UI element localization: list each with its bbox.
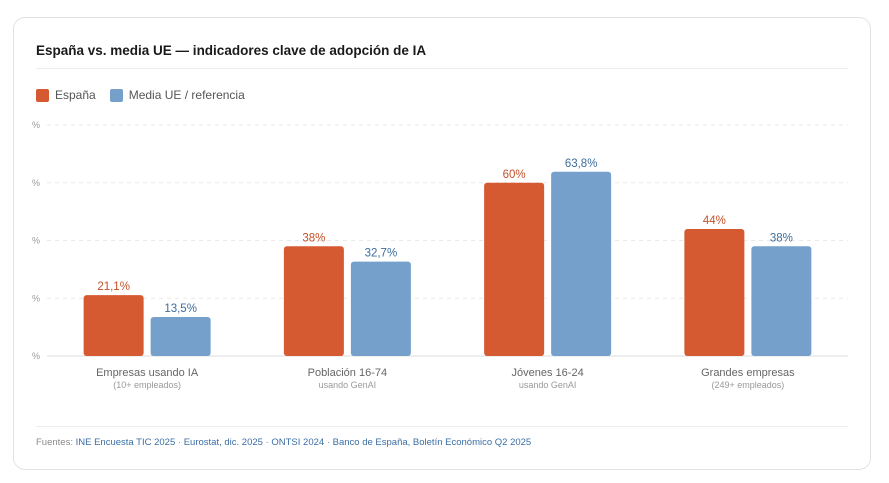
bar-spain: [484, 182, 545, 356]
x-category-sublabel: (10+ empleados): [113, 380, 181, 390]
y-tick-label: %: [32, 120, 40, 130]
data-label-spain: 38%: [302, 232, 325, 244]
bar-eu: [551, 171, 612, 356]
x-category-label: Población 16-74: [308, 367, 388, 379]
data-label-eu: 63,8%: [565, 158, 598, 170]
y-tick-label: %: [32, 293, 40, 303]
legend-item-eu: Media UE / referencia: [109, 88, 245, 102]
legend-swatch-spain: [36, 88, 49, 102]
legend: España Media UE / referencia: [36, 88, 259, 102]
title-divider: [36, 68, 848, 69]
x-category-label: Jóvenes 16-24: [512, 367, 584, 379]
x-category-label: Empresas usando IA: [96, 367, 199, 379]
data-label-spain: 21,1%: [97, 281, 130, 293]
data-label-eu: 32,7%: [365, 248, 398, 260]
source-link[interactable]: INE Encuesta TIC 2025: [75, 437, 176, 448]
data-label-spain: 60%: [503, 169, 526, 181]
source-link[interactable]: Eurostat, dic. 2025: [183, 437, 263, 448]
sources-label: Fuentes:: [36, 437, 73, 448]
chart-title: España vs. media UE — indicadores clave …: [36, 43, 427, 58]
bar-spain: [83, 295, 144, 356]
legend-label-spain: España: [55, 88, 96, 102]
sources-line: Fuentes: INE Encuesta TIC 2025 · Eurosta…: [36, 437, 532, 448]
data-label-eu: 13,5%: [164, 303, 197, 315]
bar-eu: [150, 317, 211, 356]
bar-spain: [684, 228, 745, 356]
y-tick-label: %: [32, 178, 40, 188]
legend-swatch-eu: [109, 88, 123, 102]
y-tick-label: %: [32, 351, 40, 361]
legend-label-eu: Media UE / referencia: [128, 88, 245, 102]
bar-eu: [350, 261, 411, 356]
x-category-sublabel: (249+ empleados): [711, 380, 784, 390]
x-category-sublabel: usando GenAI: [519, 380, 577, 390]
data-label-eu: 38%: [770, 232, 793, 244]
footer-divider: [36, 426, 848, 427]
bar-eu: [751, 246, 812, 356]
source-link[interactable]: ONTSI 2024: [271, 437, 325, 448]
data-label-spain: 44%: [703, 215, 726, 227]
bar-spain: [283, 246, 344, 356]
legend-item-spain: España: [36, 88, 96, 102]
x-category-sublabel: usando GenAI: [319, 380, 377, 390]
source-link[interactable]: Banco de España, Boletín Económico Q2 20…: [332, 437, 532, 448]
x-category-label: Grandes empresas: [701, 367, 795, 379]
y-tick-label: %: [32, 236, 40, 246]
